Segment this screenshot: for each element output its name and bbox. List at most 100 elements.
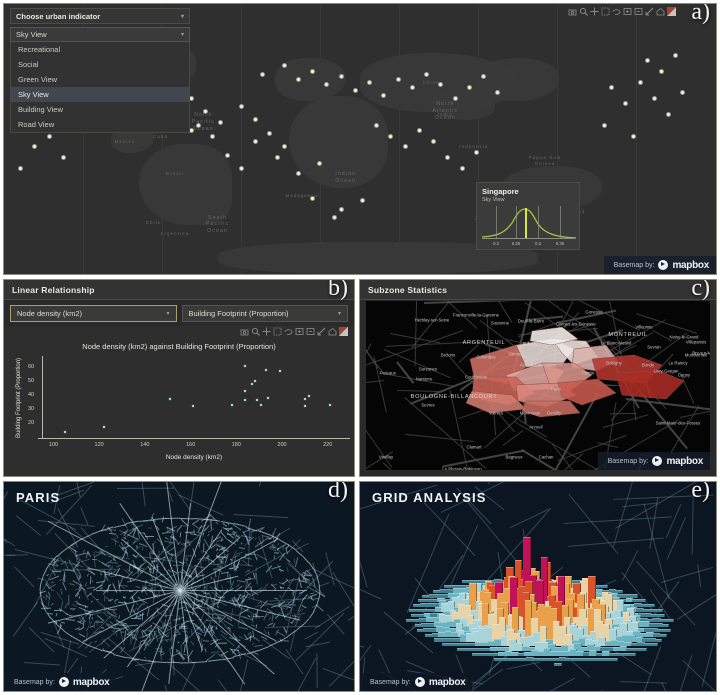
dropdown-option-list[interactable]: Recreational Social Green View Sky View Buil…	[10, 42, 190, 133]
choropleth-zones[interactable]	[366, 301, 710, 470]
zoom-icon[interactable]	[251, 327, 260, 336]
city-marker[interactable]	[18, 166, 24, 171]
city-marker[interactable]	[217, 120, 223, 126]
grid-cell-column[interactable]	[661, 623, 670, 627]
autoscale-icon[interactable]	[645, 7, 654, 16]
grid-cell-column[interactable]	[447, 601, 456, 613]
city-marker[interactable]	[224, 152, 230, 158]
city-marker[interactable]	[267, 130, 273, 136]
scatter-point[interactable]	[190, 403, 195, 408]
scatter-point[interactable]	[252, 378, 257, 383]
city-marker[interactable]	[402, 144, 408, 150]
grid-cell-column[interactable]	[663, 628, 672, 632]
city-marker[interactable]	[274, 155, 280, 161]
city-marker[interactable]	[324, 82, 330, 88]
city-marker[interactable]	[651, 95, 657, 101]
grid-cell-column[interactable]	[609, 628, 617, 642]
city-marker[interactable]	[238, 103, 244, 109]
grid-cell-column[interactable]	[610, 658, 619, 662]
grid-cell-column[interactable]	[638, 599, 647, 603]
city-marker[interactable]	[481, 74, 487, 80]
city-marker[interactable]	[495, 90, 501, 96]
dropdown-option-building-view[interactable]: Building View	[18, 105, 63, 114]
grid-cell-column[interactable]	[654, 638, 663, 642]
scatter-point[interactable]	[168, 397, 172, 401]
grid-cell-column[interactable]	[628, 653, 636, 657]
grid-cell-column[interactable]	[615, 589, 623, 593]
lasso-select-icon[interactable]	[284, 327, 293, 336]
scatter-point[interactable]	[62, 430, 67, 435]
city-marker[interactable]	[352, 87, 358, 93]
dropdown-option-sky-view[interactable]: Sky View	[11, 87, 189, 102]
plotly-modebar-scatter[interactable]	[240, 327, 348, 336]
autoscale-icon[interactable]	[317, 327, 326, 336]
grid-cell-column[interactable]	[498, 616, 507, 642]
urban-indicator-dropdown[interactable]: Choose urban indicator ▾ Sky View ▾ Recr…	[10, 8, 190, 133]
grid-cell-column[interactable]	[659, 633, 667, 637]
city-marker[interactable]	[331, 214, 337, 220]
camera-icon[interactable]	[568, 7, 577, 16]
scatter-point[interactable]	[307, 394, 312, 399]
subzone-polygon[interactable]	[529, 326, 579, 346]
grid-cell-column[interactable]	[666, 619, 674, 622]
zoom-out-icon[interactable]	[634, 7, 643, 16]
dropdown-option-recreational[interactable]: Recreational	[18, 45, 61, 54]
city-marker[interactable]	[295, 76, 301, 82]
plotly-logo-icon[interactable]	[667, 7, 676, 16]
city-marker[interactable]	[395, 76, 401, 82]
city-marker[interactable]	[473, 149, 479, 155]
city-marker[interactable]	[623, 101, 629, 107]
city-marker[interactable]	[281, 63, 287, 69]
city-marker[interactable]	[431, 139, 437, 144]
city-marker[interactable]	[260, 71, 266, 77]
grid-cell-column[interactable]	[539, 625, 548, 647]
scatter-point[interactable]	[266, 395, 271, 400]
grid-cell-column[interactable]	[657, 614, 666, 618]
zoom-icon[interactable]	[579, 7, 588, 16]
zoom-in-icon[interactable]	[623, 7, 632, 16]
city-marker[interactable]	[196, 122, 202, 128]
city-marker[interactable]	[602, 122, 608, 128]
city-marker[interactable]	[203, 109, 209, 115]
dropdown-option-green-view[interactable]: Green View	[18, 75, 58, 84]
city-marker[interactable]	[609, 85, 615, 90]
city-marker[interactable]	[360, 198, 365, 204]
x-variable-select[interactable]: Node density (km2) ▾	[10, 305, 177, 322]
grid-cell-column[interactable]	[630, 594, 638, 598]
mapbox-attribution[interactable]: Basemap by: mapbox	[597, 452, 710, 470]
city-marker[interactable]	[459, 166, 465, 171]
city-marker[interactable]	[637, 79, 643, 85]
grid-cell-column[interactable]	[639, 648, 647, 652]
city-marker[interactable]	[374, 122, 380, 128]
grid-cell-column[interactable]	[566, 599, 574, 632]
city-marker[interactable]	[452, 95, 458, 101]
city-marker[interactable]	[381, 93, 387, 99]
scatter-point[interactable]	[328, 402, 332, 407]
scatter-point[interactable]	[243, 398, 248, 403]
grid-cell-column[interactable]	[588, 576, 596, 622]
home-icon[interactable]	[328, 327, 337, 336]
city-marker[interactable]	[238, 166, 244, 171]
grid-cell-column[interactable]	[598, 603, 607, 632]
city-marker[interactable]	[367, 79, 373, 85]
grid-cell-column[interactable]	[631, 621, 639, 632]
scatter-plot[interactable]: Node density (km2) against Building Foot…	[4, 326, 354, 476]
lasso-select-icon[interactable]	[612, 7, 621, 16]
grid-cell-column[interactable]	[605, 594, 614, 618]
city-marker[interactable]	[673, 52, 679, 58]
dropdown-option-social[interactable]: Social	[18, 60, 39, 69]
city-marker[interactable]	[466, 85, 472, 90]
city-marker[interactable]	[310, 195, 316, 201]
city-marker[interactable]	[317, 160, 323, 166]
city-marker[interactable]	[445, 155, 451, 161]
city-marker[interactable]	[659, 68, 665, 74]
city-marker[interactable]	[46, 133, 52, 139]
city-marker[interactable]	[338, 74, 344, 80]
grid-cell-column[interactable]	[600, 584, 608, 588]
city-marker[interactable]	[60, 155, 66, 161]
subzone-polygon[interactable]	[521, 400, 581, 418]
city-marker[interactable]	[630, 133, 636, 139]
scatter-point[interactable]	[302, 397, 307, 401]
city-marker[interactable]	[680, 90, 686, 96]
box-select-icon[interactable]	[601, 7, 610, 16]
